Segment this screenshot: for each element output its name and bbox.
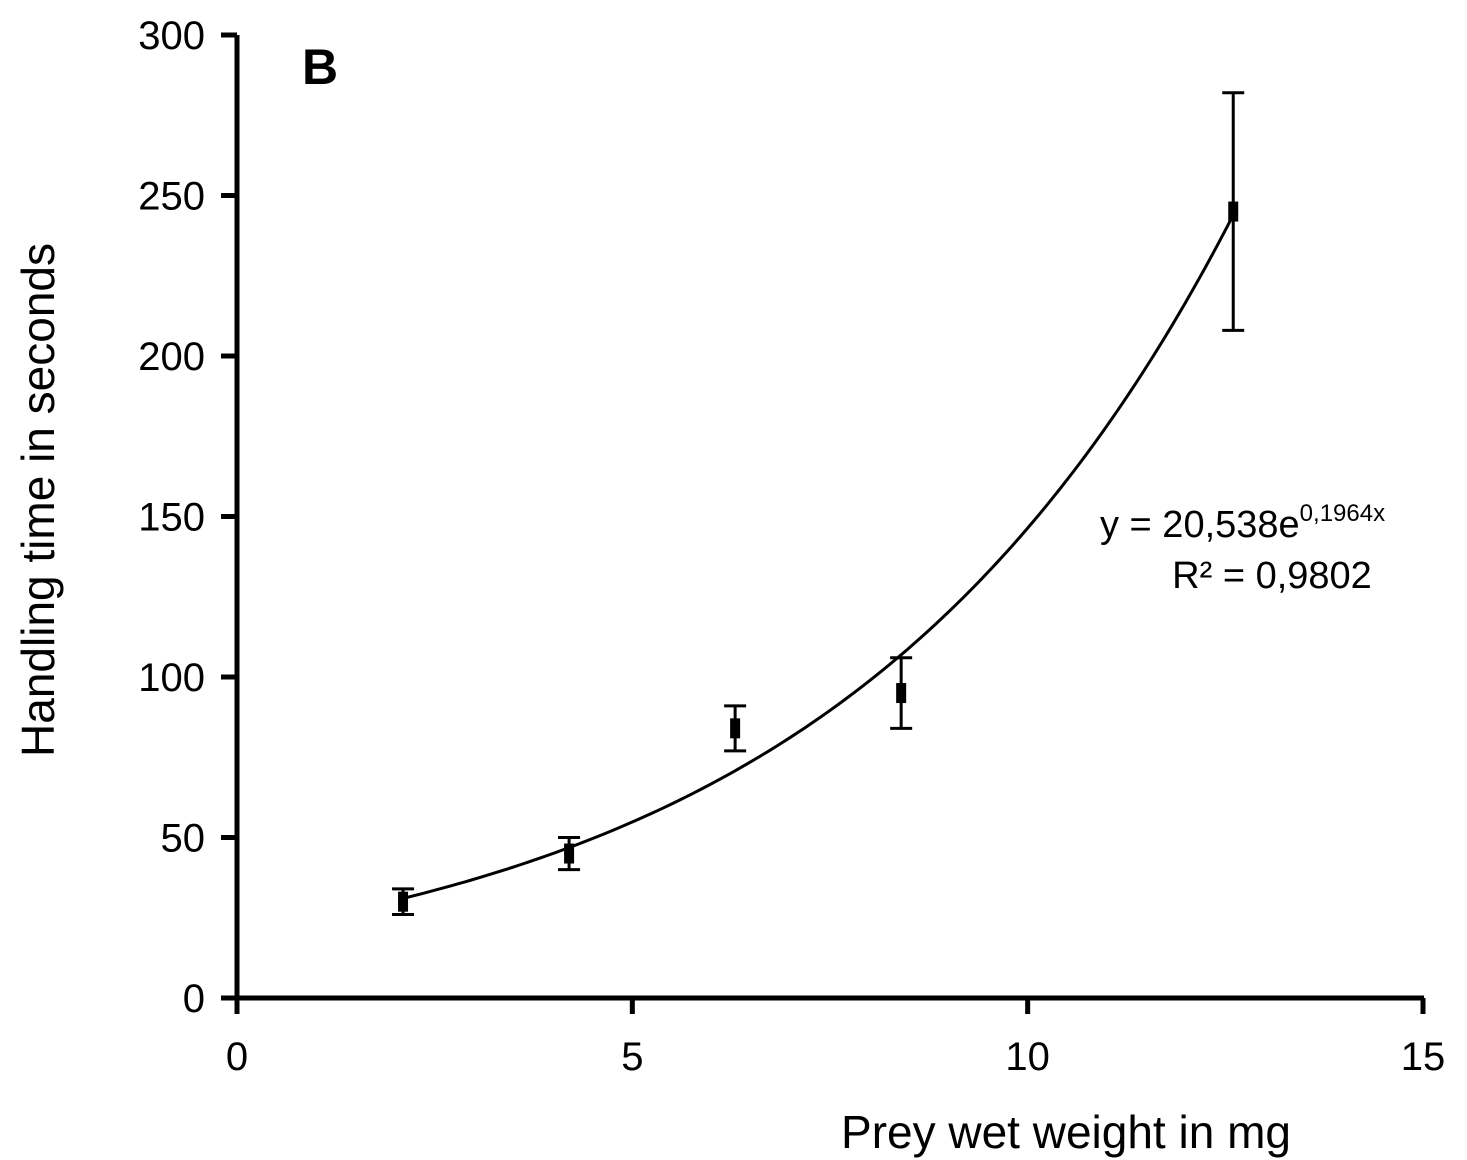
y-axis-label: Handling time in seconds — [12, 243, 64, 757]
trendline-r-squared: R² = 0,9802 — [1172, 555, 1372, 597]
y-tick-label: 250 — [138, 175, 205, 219]
x-tick-label: 15 — [1401, 1035, 1446, 1079]
data-point — [398, 891, 409, 912]
data-point-group — [392, 887, 415, 917]
trendline — [402, 214, 1235, 900]
trendline-equation-base: y = 20,538e — [1100, 504, 1300, 546]
data-point-group — [558, 836, 581, 872]
data-point — [1228, 201, 1239, 222]
data-point-group — [1222, 91, 1245, 332]
x-tick-label: 5 — [621, 1035, 643, 1079]
data-point — [564, 843, 575, 864]
y-tick-label: 100 — [138, 656, 205, 700]
y-tick-label: 0 — [183, 977, 205, 1021]
data-point — [896, 683, 907, 704]
y-tick-label: 300 — [138, 14, 205, 58]
ticks: 0 50 100 150 200 250 300 0 5 10 15 — [138, 14, 1445, 1079]
x-tick-label: 0 — [226, 1035, 248, 1079]
data-point — [730, 718, 741, 739]
panel-label: B — [302, 39, 338, 95]
x-tick-label: 10 — [1005, 1035, 1050, 1079]
trendline-equation-exponent: 0,1964x — [1300, 500, 1385, 527]
data-point-group — [724, 704, 747, 753]
y-tick-label: 150 — [138, 496, 205, 540]
y-tick-label: 50 — [161, 817, 206, 861]
trendline-equation: y = 20,538e0,1964x — [1100, 500, 1385, 546]
x-axis-label: Prey wet weight in mg — [841, 1106, 1291, 1158]
data-point-group — [890, 656, 913, 730]
y-tick-label: 200 — [138, 335, 205, 379]
data-points — [392, 91, 1245, 917]
trendline-group — [402, 214, 1235, 900]
